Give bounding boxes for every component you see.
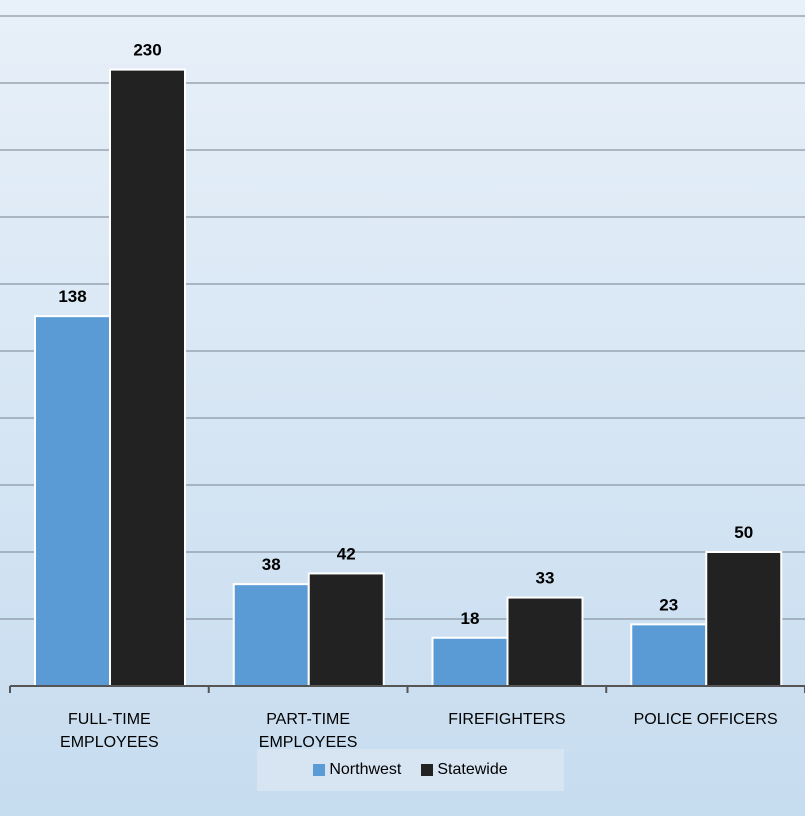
legend-label-statewide: Statewide xyxy=(437,761,508,778)
data-label-statewide-0: 230 xyxy=(133,41,161,60)
bar-statewide-3 xyxy=(705,551,783,687)
bar-northwest-3 xyxy=(630,623,708,687)
data-label-statewide-1: 42 xyxy=(337,544,356,563)
bar-statewide-2 xyxy=(506,596,584,687)
category-label-0: FULL-TIME EMPLOYEES xyxy=(60,711,159,751)
bar-northwest-2 xyxy=(431,636,509,688)
legend-swatch-statewide xyxy=(421,764,434,776)
bars xyxy=(34,68,783,688)
data-label-statewide-3: 50 xyxy=(734,523,753,542)
data-label-northwest-0: 138 xyxy=(58,287,86,306)
category-label-3: POLICE OFFICERS xyxy=(634,711,778,728)
data-label-northwest-2: 18 xyxy=(461,609,480,628)
legend-item-northwest: Northwest xyxy=(313,761,401,779)
legend: Northwest Statewide xyxy=(257,749,564,791)
bar-statewide-0 xyxy=(109,68,186,688)
bar-northwest-1 xyxy=(232,583,310,687)
legend-item-statewide: Statewide xyxy=(421,761,508,779)
bar-statewide-1 xyxy=(307,572,385,687)
data-label-statewide-2: 33 xyxy=(536,569,555,588)
category-label-1: PART-TIME EMPLOYEES xyxy=(259,711,358,751)
legend-label-northwest: Northwest xyxy=(329,761,402,778)
category-labels: FULL-TIME EMPLOYEES PART-TIME EMPLOYEES FIRE… xyxy=(60,711,778,751)
bar-northwest-0 xyxy=(34,315,111,687)
data-label-northwest-3: 23 xyxy=(659,595,678,614)
data-label-northwest-1: 38 xyxy=(262,555,281,574)
legend-swatch-northwest xyxy=(313,764,326,776)
data-labels: 138 230 38 42 18 33 23 50 xyxy=(58,41,753,628)
x-axis xyxy=(9,685,805,693)
category-label-2: FIREFIGHTERS xyxy=(448,711,565,728)
